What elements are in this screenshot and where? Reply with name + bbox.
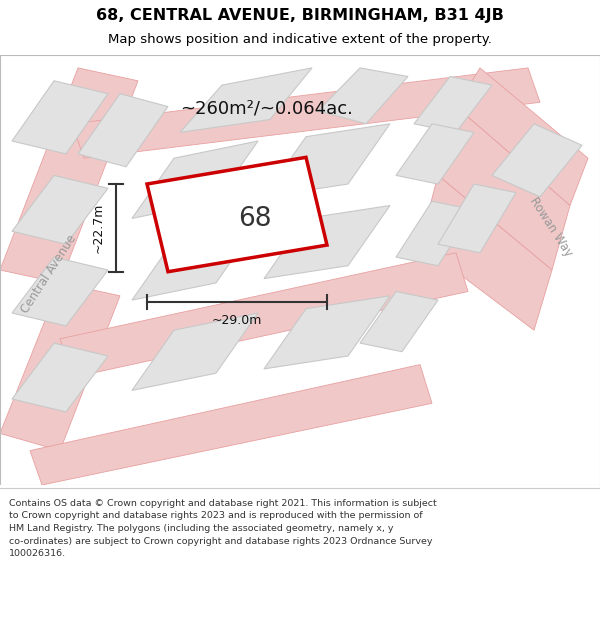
Polygon shape [12,81,108,154]
Polygon shape [438,184,516,253]
Text: 68, CENTRAL AVENUE, BIRMINGHAM, B31 4JB: 68, CENTRAL AVENUE, BIRMINGHAM, B31 4JB [96,8,504,23]
Polygon shape [264,206,390,279]
Polygon shape [147,158,327,272]
Text: ~22.7m: ~22.7m [91,202,104,253]
Polygon shape [264,124,390,197]
Text: Central Avenue: Central Avenue [19,232,79,316]
Text: ~29.0m: ~29.0m [212,314,262,327]
Polygon shape [30,364,432,485]
Polygon shape [12,343,108,412]
Polygon shape [360,291,438,352]
Text: 68: 68 [238,206,272,232]
Polygon shape [318,68,408,124]
Polygon shape [396,201,474,266]
Text: Map shows position and indicative extent of the property.: Map shows position and indicative extent… [108,33,492,46]
Polygon shape [12,176,108,244]
Polygon shape [438,107,570,270]
Polygon shape [0,283,120,451]
Polygon shape [396,124,474,184]
Text: Rowan Way: Rowan Way [527,195,575,259]
Polygon shape [456,68,588,206]
Polygon shape [0,68,138,283]
Polygon shape [492,124,582,197]
Polygon shape [132,313,258,391]
Polygon shape [180,68,312,132]
Polygon shape [60,253,468,378]
Polygon shape [132,141,258,218]
Text: Contains OS data © Crown copyright and database right 2021. This information is : Contains OS data © Crown copyright and d… [9,499,437,558]
Polygon shape [78,94,168,167]
Polygon shape [72,68,540,158]
Text: ~260m²/~0.064ac.: ~260m²/~0.064ac. [181,100,353,118]
Polygon shape [132,222,258,300]
Polygon shape [264,296,390,369]
Polygon shape [12,257,108,326]
Polygon shape [420,176,552,330]
Polygon shape [414,76,492,132]
